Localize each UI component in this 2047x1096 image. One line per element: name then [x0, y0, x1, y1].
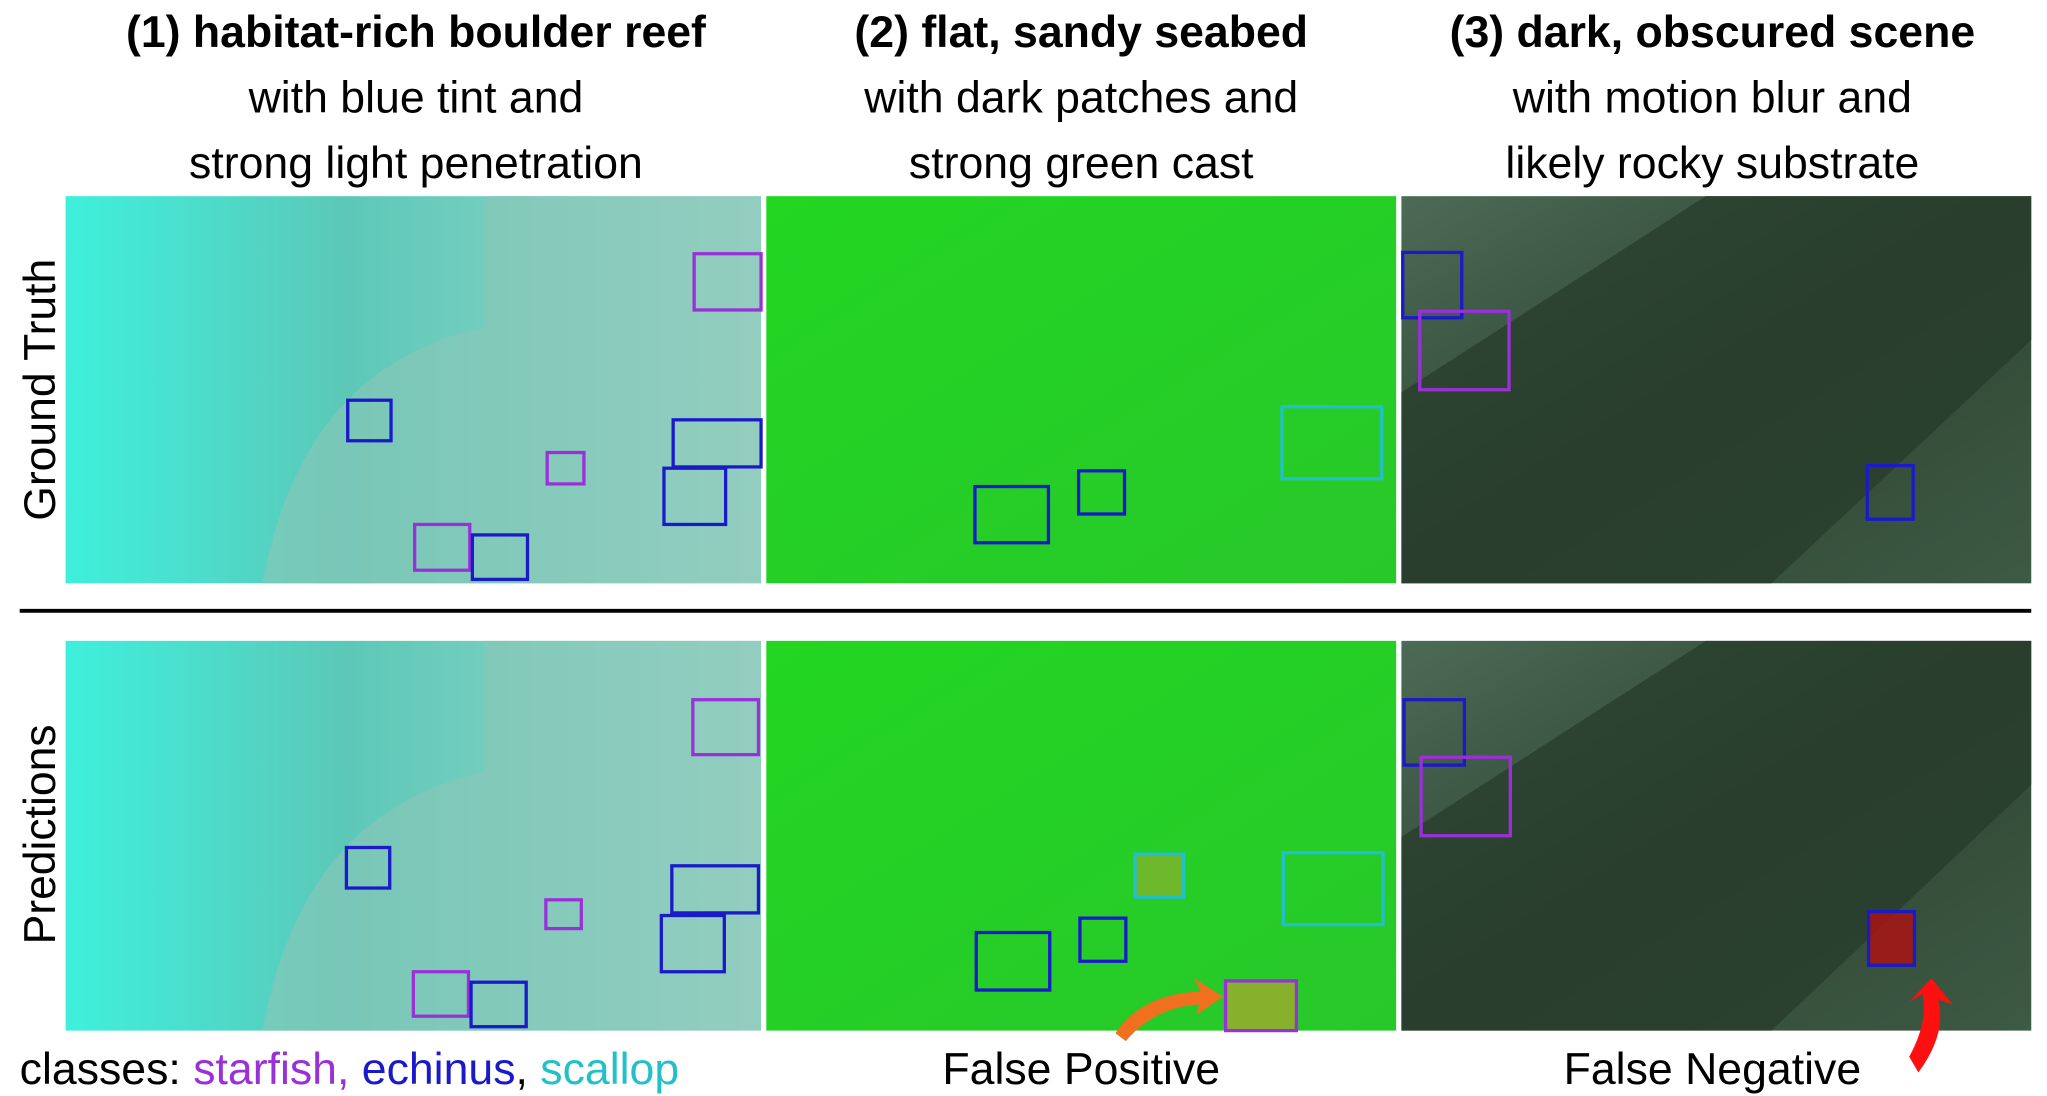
headers: (1) habitat-rich boulder reef with blue …	[126, 8, 1975, 188]
row-label: Ground Truth	[16, 259, 65, 521]
photo	[766, 196, 1397, 584]
col-line: likely rocky substrate	[1505, 139, 1919, 188]
col-line: with motion blur and	[1512, 74, 1912, 123]
photo	[766, 640, 1397, 1031]
legend-item: ,	[516, 1045, 528, 1094]
col-title: (3) dark, obscured scene	[1450, 8, 1976, 57]
arrow-fp	[1115, 978, 1223, 1042]
legend-item: starfish,	[193, 1045, 349, 1094]
col-line: with blue tint and	[248, 74, 584, 123]
caption: False Negative	[1564, 1045, 1862, 1094]
images	[65, 196, 2032, 1031]
col-line: strong light penetration	[189, 139, 643, 188]
legend-label: classes:	[20, 1045, 181, 1094]
legend: classes: starfish, echinus, scallop	[20, 1045, 679, 1094]
col-title: (2) flat, sandy seabed	[854, 8, 1308, 57]
legend-item: scallop	[540, 1045, 679, 1094]
caption: False Positive	[942, 1045, 1220, 1094]
col-title: (1) habitat-rich boulder reef	[126, 8, 706, 57]
col-line: with dark patches and	[863, 74, 1298, 123]
col-line: strong green cast	[909, 139, 1254, 188]
arrow-fn	[1909, 978, 1953, 1073]
legend-item: echinus	[362, 1045, 516, 1094]
row-label: Predictions	[16, 724, 65, 944]
boxes	[344, 250, 1917, 1033]
